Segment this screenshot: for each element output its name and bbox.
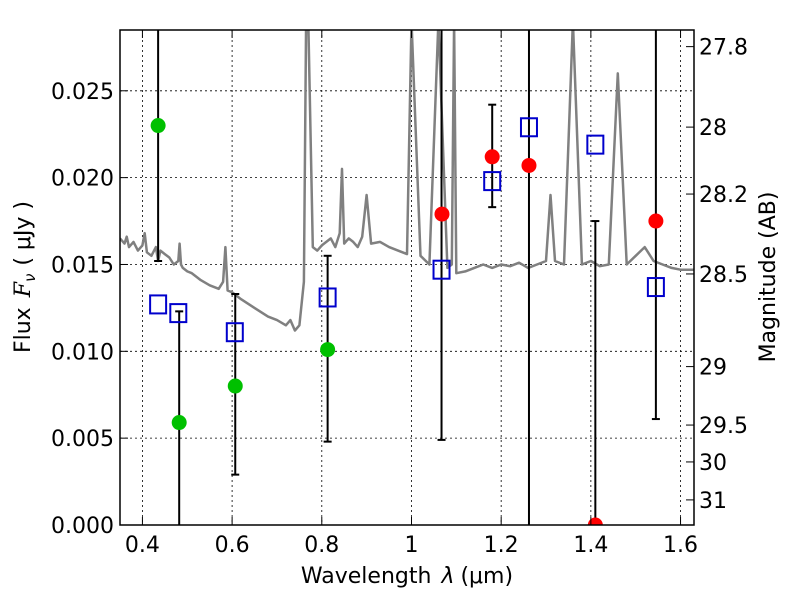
blue-square-point (586, 134, 605, 155)
mag-tick-label: 28 (699, 116, 727, 141)
mag-tick-label: 31 (699, 489, 727, 514)
blue-square-point (169, 303, 188, 324)
blue-square-point (432, 259, 451, 280)
x-tick-label: 1.4 (573, 533, 608, 558)
x-axis-title: Wavelength λ (μm) (301, 564, 513, 589)
x-axis-title-text: Wavelength (301, 564, 432, 589)
x-axis-title-symbol: λ (440, 564, 454, 589)
blue-square-point (318, 287, 337, 308)
x-tick-label: 1.6 (663, 533, 698, 558)
red-point (587, 517, 603, 525)
y-tick-label: 0.000 (51, 514, 114, 539)
x-tick-label: 0.8 (304, 533, 339, 558)
green-point (171, 415, 187, 431)
x-tick-label: 1.2 (484, 533, 519, 558)
right-axis-title: Magnitude (AB) (756, 192, 781, 363)
y-axis-title-subscript: ν (21, 274, 39, 282)
red-point (521, 157, 537, 173)
y-axis-title-symbol: F (11, 281, 36, 298)
mag-tick-label: 28.5 (699, 263, 748, 288)
red-point (484, 149, 500, 165)
x-axis-title-unit: (μm) (460, 564, 513, 589)
blue-square-point (646, 277, 665, 298)
plot-area (120, 30, 694, 525)
data-points (149, 117, 665, 525)
red-point (434, 206, 450, 222)
y-tick-label: 0.015 (51, 253, 114, 278)
blue-square-point (483, 171, 502, 192)
x-tick-label: 0.4 (125, 533, 160, 558)
green-point (150, 118, 166, 134)
axis-ticks: 0.4 0.6 0.8 1 1.2 1.4 1.6 0.000 0.005 0.010 0.015 0… (51, 30, 748, 558)
y-axis-title-text: Flux (11, 307, 36, 353)
y-axis-title: Flux Fν ( μJy ) (11, 201, 39, 353)
green-point (320, 342, 336, 358)
plot-frame (119, 29, 695, 526)
y-tick-label: 0.005 (51, 427, 114, 452)
x-tick-label: 1 (404, 533, 418, 558)
x-tick-label: 0.6 (215, 533, 250, 558)
green-point (227, 378, 243, 394)
mag-tick-label: 29.5 (699, 414, 748, 439)
mag-tick-label: 30 (699, 451, 727, 476)
blue-square-point (225, 322, 244, 343)
y-tick-label: 0.025 (51, 80, 114, 105)
y-axis-title-unit: ( μJy ) (11, 201, 36, 266)
blue-square-point (519, 117, 538, 138)
mag-tick-label: 29 (699, 356, 727, 381)
y-tick-label: 0.020 (51, 167, 114, 192)
mag-tick-label: 28.2 (699, 183, 748, 208)
red-point (648, 213, 664, 229)
blue-square-point (149, 294, 168, 315)
mag-tick-label: 27.8 (699, 36, 748, 61)
model-spectrum-line (120, 30, 694, 332)
y-tick-label: 0.010 (51, 340, 114, 365)
